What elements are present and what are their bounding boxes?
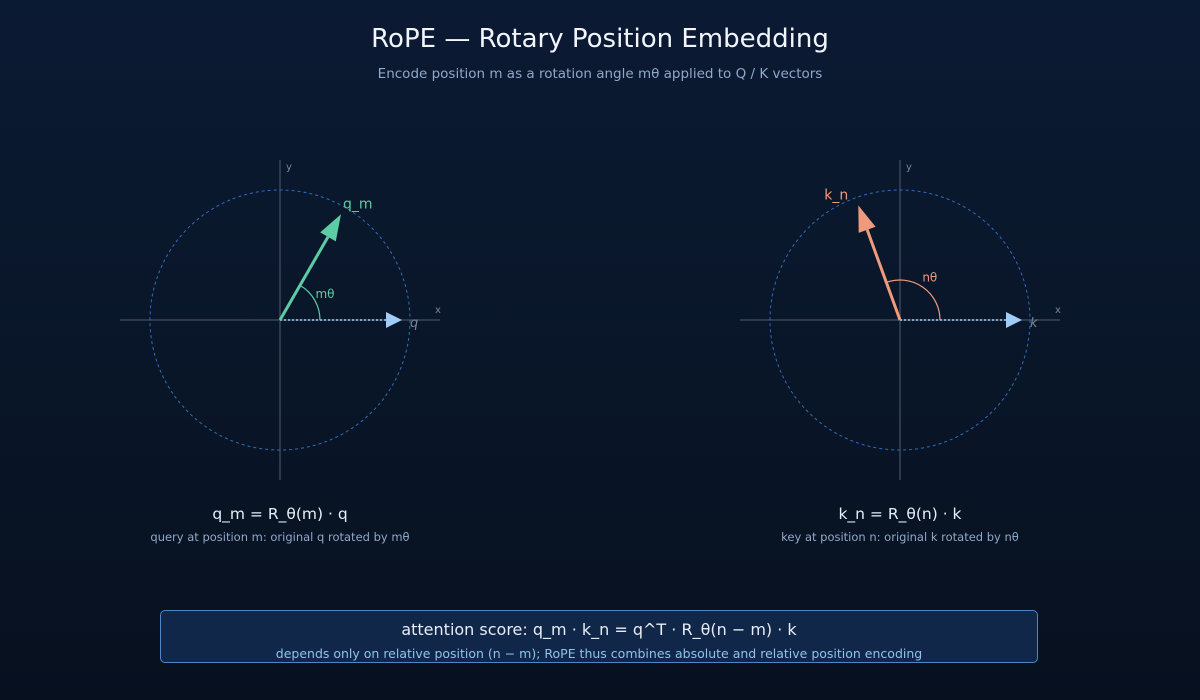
key-panel: x y k nθ k_n xyxy=(740,160,1061,480)
attention-score-box: attention score: q_m · k_n = q^T · R_θ(n… xyxy=(160,610,1038,663)
query-angle-label: mθ xyxy=(315,287,334,301)
query-rotated-vector xyxy=(278,236,330,321)
query-panel: x y q mθ q_m xyxy=(120,160,441,480)
key-angle-arc xyxy=(886,279,941,321)
key-base-vector-label: k xyxy=(1030,316,1038,331)
key-y-axis-label: y xyxy=(906,162,912,173)
page-title: RoPE — Rotary Position Embedding xyxy=(371,24,829,54)
key-formula: k_n = R_θ(n) · k xyxy=(838,505,962,523)
query-rotated-vector-label: q_m xyxy=(343,196,373,212)
query-base-vector-label: q xyxy=(410,316,418,331)
query-unit-circle xyxy=(149,189,411,451)
query-y-axis-label: y xyxy=(286,162,292,173)
key-base-vector-arrowhead xyxy=(1006,312,1022,328)
key-rotated-vector-label: k_n xyxy=(824,187,848,203)
attention-score-note: depends only on relative position (n − m… xyxy=(275,646,923,661)
key-x-axis-label: x xyxy=(1055,305,1061,316)
query-x-axis-label: x xyxy=(435,305,441,316)
key-formula-note: key at position n: original k rotated by… xyxy=(781,530,1019,544)
key-angle-label: nθ xyxy=(922,270,937,284)
attention-score-formula: attention score: q_m · k_n = q^T · R_θ(n… xyxy=(401,620,797,639)
query-formula: q_m = R_θ(m) · q xyxy=(212,505,348,523)
query-angle-arc xyxy=(299,284,321,321)
query-rotated-vector-arrowhead xyxy=(320,214,341,242)
key-unit-circle xyxy=(769,189,1031,451)
page-subtitle: Encode position m as a rotation angle mθ… xyxy=(377,66,823,82)
key-rotated-vector-arrowhead xyxy=(858,205,876,233)
key-rotated-vector xyxy=(865,229,902,321)
query-formula-note: query at position m: original q rotated … xyxy=(150,530,410,544)
query-base-vector-arrowhead xyxy=(386,312,402,328)
